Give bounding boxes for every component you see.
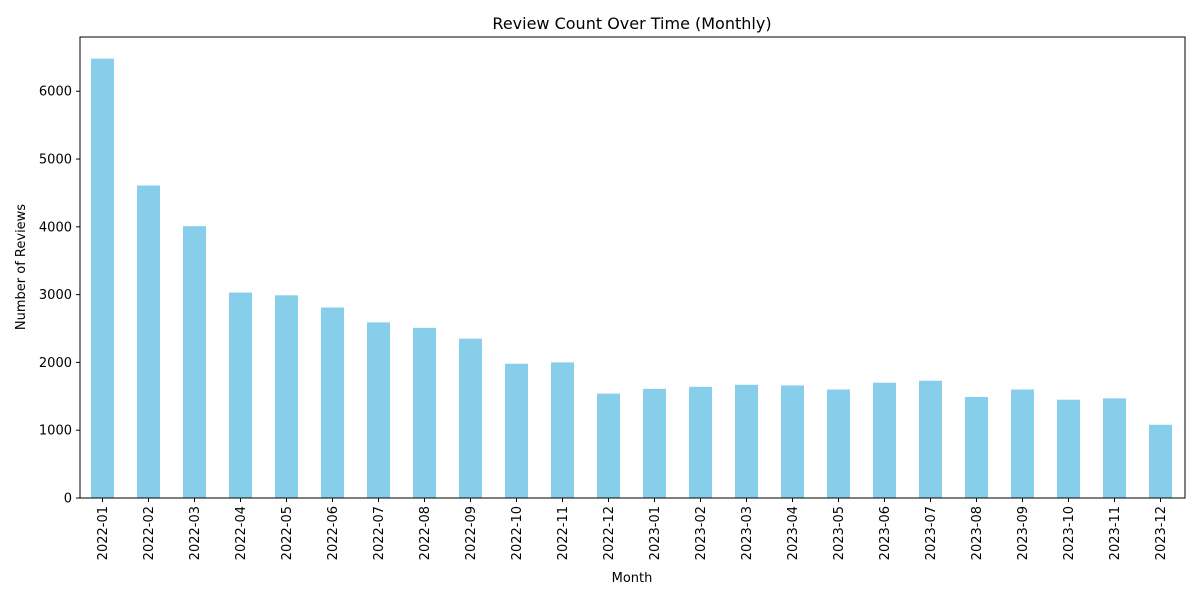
chart-title: Review Count Over Time (Monthly) bbox=[492, 14, 771, 33]
x-tick-label-2023-11: 2023-11 bbox=[1108, 506, 1123, 560]
bar-2022-04 bbox=[229, 292, 252, 498]
bar-2023-10 bbox=[1057, 399, 1080, 498]
bar-2022-08 bbox=[413, 327, 436, 498]
x-tick-label-2022-04: 2022-04 bbox=[234, 506, 249, 560]
x-tick-label-2023-12: 2023-12 bbox=[1154, 506, 1169, 560]
bars-layer bbox=[91, 58, 1172, 498]
y-tick-label-4000: 4000 bbox=[39, 220, 72, 235]
bar-2023-04 bbox=[781, 385, 804, 498]
bar-2022-09 bbox=[459, 338, 482, 498]
bar-2023-03 bbox=[735, 384, 758, 498]
x-tick-label-2023-04: 2023-04 bbox=[786, 506, 801, 560]
x-tick-label-2022-10: 2022-10 bbox=[510, 506, 525, 560]
x-tick-label-2023-02: 2023-02 bbox=[694, 506, 709, 560]
bar-2022-12 bbox=[597, 393, 620, 498]
x-tick-label-2023-06: 2023-06 bbox=[878, 506, 893, 560]
y-tick-label-2000: 2000 bbox=[39, 356, 72, 371]
x-tick-label-2022-08: 2022-08 bbox=[418, 506, 433, 560]
bar-2022-06 bbox=[321, 307, 344, 498]
x-tick-label-2022-06: 2022-06 bbox=[326, 506, 341, 560]
bar-2023-06 bbox=[873, 382, 896, 498]
x-tick-label-2022-12: 2022-12 bbox=[602, 506, 617, 560]
x-tick-label-2023-03: 2023-03 bbox=[740, 506, 755, 560]
bar-2023-09 bbox=[1011, 389, 1034, 498]
y-tick-label-1000: 1000 bbox=[39, 424, 72, 439]
x-tick-label-2023-05: 2023-05 bbox=[832, 506, 847, 560]
bar-2022-11 bbox=[551, 362, 574, 498]
x-tick-label-2022-11: 2022-11 bbox=[556, 506, 571, 560]
bar-2023-02 bbox=[689, 386, 712, 498]
bar-2022-02 bbox=[137, 185, 160, 498]
x-tick-label-2022-02: 2022-02 bbox=[142, 506, 157, 560]
bar-2023-07 bbox=[919, 380, 942, 498]
x-tick-label-2022-01: 2022-01 bbox=[96, 506, 111, 560]
plot-frame bbox=[79, 36, 1186, 499]
x-tick-label-2023-01: 2023-01 bbox=[648, 506, 663, 560]
x-tick-label-2023-08: 2023-08 bbox=[970, 506, 985, 560]
x-tick-label-2022-03: 2022-03 bbox=[188, 506, 203, 560]
bar-2022-07 bbox=[367, 322, 390, 498]
x-tick-label-2022-07: 2022-07 bbox=[372, 506, 387, 560]
x-tick-label-2022-09: 2022-09 bbox=[464, 506, 479, 560]
y-tick-label-5000: 5000 bbox=[39, 153, 72, 168]
y-axis-title: Number of Reviews bbox=[14, 204, 29, 330]
bar-2023-08 bbox=[965, 396, 988, 498]
x-axis-title: Month bbox=[612, 571, 653, 586]
bar-2022-05 bbox=[275, 295, 298, 498]
bar-2022-01 bbox=[91, 58, 114, 498]
y-tick-label-3000: 3000 bbox=[39, 288, 72, 303]
y-tick-label-6000: 6000 bbox=[39, 85, 72, 100]
bar-2022-10 bbox=[505, 363, 528, 498]
bar-2022-03 bbox=[183, 226, 206, 498]
x-axis: 2022-01 2022-02 2022-03 2022-04 2022-05 2022-… bbox=[96, 498, 1169, 560]
bar-2023-01 bbox=[643, 388, 666, 498]
y-tick-label-0: 0 bbox=[64, 492, 72, 507]
bar-2023-05 bbox=[827, 389, 850, 498]
x-tick-label-2022-05: 2022-05 bbox=[280, 506, 295, 560]
x-tick-label-2023-10: 2023-10 bbox=[1062, 506, 1077, 560]
x-tick-label-2023-07: 2023-07 bbox=[924, 506, 939, 560]
x-tick-label-2023-09: 2023-09 bbox=[1016, 506, 1031, 560]
bar-2023-11 bbox=[1103, 398, 1126, 498]
y-axis: 0 1000 2000 3000 4000 5000 6000 bbox=[39, 85, 80, 507]
bar-2023-12 bbox=[1149, 424, 1172, 498]
